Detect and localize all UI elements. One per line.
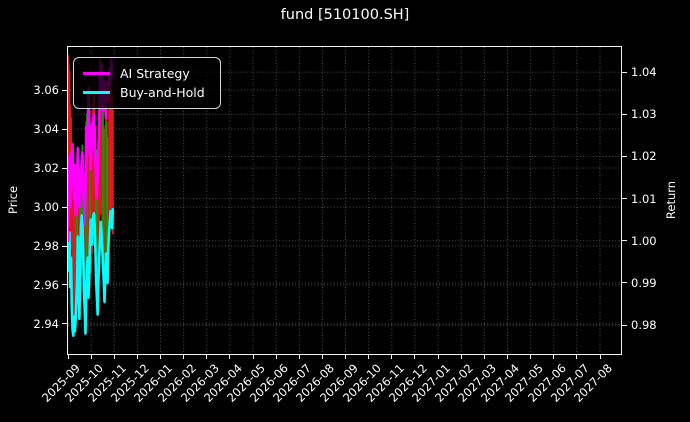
chart-title: fund [510100.SH]	[280, 7, 410, 23]
right-tick-mark	[622, 282, 627, 284]
y-tick-label-right: 0.98	[631, 318, 657, 333]
y-tick-label-right: 1.01	[631, 191, 657, 206]
left-tick-mark	[62, 245, 67, 247]
left-tick-mark	[62, 128, 67, 130]
x-tick-mark	[368, 354, 370, 359]
x-tick-mark	[576, 354, 578, 359]
y-tick-label-left: 3.04	[33, 122, 59, 137]
buy-and-hold-line-swatch	[83, 90, 110, 95]
x-tick-mark	[183, 354, 185, 359]
y-tick-label-left: 3.00	[33, 200, 59, 215]
x-tick-mark	[206, 354, 208, 359]
y-tick-label-right: 1.00	[631, 233, 657, 248]
ai-strategy-line-swatch	[83, 71, 110, 76]
legend: AI Strategy Buy-and-Hold	[73, 57, 221, 109]
y-tick-label-left: 2.98	[33, 239, 59, 253]
right-tick-mark	[622, 198, 627, 200]
y-tick-label-left: 2.96	[33, 277, 59, 292]
x-tick-mark	[460, 354, 462, 359]
x-tick-mark	[321, 354, 323, 359]
legend-item-buy-and-hold: Buy-and-Hold	[83, 83, 211, 102]
y-tick-label-right: 1.04	[631, 65, 657, 80]
left-tick-mark	[62, 167, 67, 169]
x-tick-mark	[345, 354, 347, 359]
right-tick-mark	[622, 71, 627, 73]
y-tick-label-right: 0.99	[631, 275, 657, 290]
x-tick-mark	[599, 354, 601, 359]
x-tick-mark	[437, 354, 439, 359]
buy-and-hold-line	[68, 207, 115, 337]
x-tick-mark	[160, 354, 162, 359]
x-tick-mark	[391, 354, 393, 359]
y-tick-label-left: 3.06	[33, 83, 59, 98]
x-tick-mark	[414, 354, 416, 359]
left-tick-mark	[62, 206, 67, 208]
x-tick-mark	[90, 354, 92, 359]
legend-label-ai-strategy: AI Strategy	[120, 66, 190, 81]
x-tick-mark	[67, 354, 69, 359]
x-tick-mark	[252, 354, 254, 359]
x-tick-mark	[483, 354, 485, 359]
x-tick-mark	[113, 354, 115, 359]
x-tick-mark	[229, 354, 231, 359]
y-tick-label-left: 2.94	[33, 316, 59, 331]
x-tick-mark	[506, 354, 508, 359]
legend-label-buy-and-hold: Buy-and-Hold	[120, 85, 205, 100]
y-tick-label-left: 3.02	[33, 161, 59, 176]
x-tick-mark	[553, 354, 555, 359]
y-tick-label-right: 1.02	[631, 149, 657, 164]
plot-canvas	[68, 47, 621, 354]
right-tick-mark	[622, 155, 627, 157]
right-tick-mark	[622, 113, 627, 115]
plot-area: AI Strategy Buy-and-Hold	[67, 46, 622, 355]
left-tick-mark	[62, 323, 67, 325]
x-tick-mark	[530, 354, 532, 359]
legend-item-ai-strategy: AI Strategy	[83, 64, 211, 83]
left-tick-mark	[62, 89, 67, 91]
grid-layer	[68, 47, 621, 354]
left-tick-mark	[62, 284, 67, 286]
y-tick-label-right: 1.03	[631, 107, 657, 122]
x-tick-mark	[136, 354, 138, 359]
x-tick-mark	[275, 354, 277, 359]
right-tick-mark	[622, 240, 627, 242]
x-tick-mark	[298, 354, 300, 359]
right-tick-mark	[622, 324, 627, 326]
